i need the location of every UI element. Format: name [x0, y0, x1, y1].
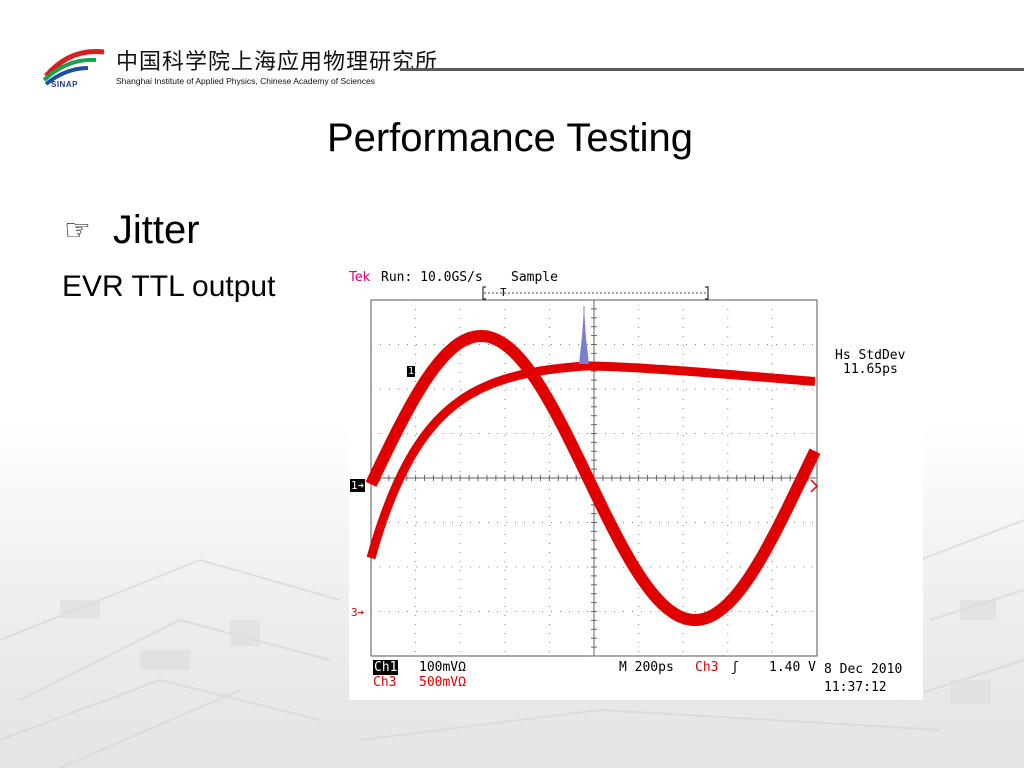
record-bar-left-bracket [482, 286, 486, 300]
institute-name-cn: 中国科学院上海应用物理研究所 [116, 50, 439, 75]
timebase: M 200ps [619, 660, 674, 675]
trigger-level: 1.40 V [769, 660, 816, 675]
bullet-text: Jitter [112, 208, 200, 252]
trigger-source: Ch3 [695, 660, 719, 675]
acquisition-mode: Sample [511, 270, 558, 285]
ch3-scale: 500mVΩ [419, 675, 466, 690]
measurement-label: Hs StdDev [835, 348, 906, 363]
sinap-logo-icon [42, 49, 105, 86]
capture-time: 11:37:12 [824, 680, 887, 695]
oscilloscope-screenshot: Tek Run: 10.0GS/s Sample T Hs StdDev 11.… [349, 266, 923, 700]
trigger-marker: T [500, 286, 507, 299]
ch3-trace [366, 361, 817, 560]
ch3-label: Ch3 [373, 675, 397, 690]
subtitle-text: EVR TTL output [62, 270, 276, 303]
ch3-ground-marker: 3➔ [351, 606, 365, 619]
ch1-label: Ch1 [373, 660, 399, 675]
ch1-ground-marker: 1➔ [350, 479, 366, 492]
record-bar-right-bracket [705, 286, 709, 300]
slide-title: Performance Testing [326, 116, 694, 160]
ch1-trace [365, 330, 821, 626]
run-status: Run: 10.0GS/s [381, 270, 483, 285]
trigger-level-marker [810, 479, 819, 493]
trigger-slope-icon: ʃ [731, 660, 739, 675]
scope-brand: Tek [349, 270, 371, 285]
ch1-scale: 100mVΩ [419, 660, 466, 675]
institute-name-en: Shanghai Institute of Applied Physics, C… [116, 76, 375, 86]
bullet-item: ☞ Jitter [64, 208, 200, 253]
logo-text: SINAP [51, 80, 78, 89]
oscilloscope-display [365, 286, 821, 657]
pointing-hand-icon: ☞ [64, 213, 91, 247]
ch1-marker: 1 [407, 366, 416, 377]
header-divider [400, 68, 1024, 71]
capture-date: 8 Dec 2010 [824, 662, 903, 677]
measurement-value: 11.65ps [843, 362, 898, 377]
